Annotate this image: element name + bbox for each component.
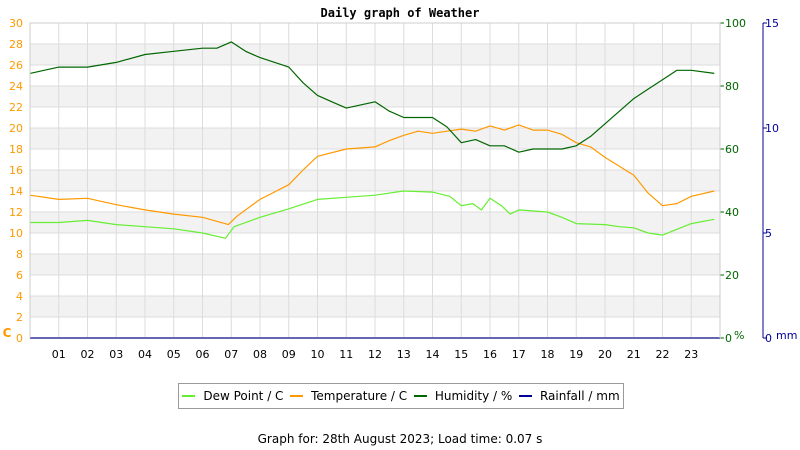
x-tick-label: 17: [512, 348, 526, 361]
x-tick-label: 08: [253, 348, 267, 361]
temperature-tick-label: 22: [9, 101, 23, 114]
legend-item: Dew Point / C: [182, 389, 283, 403]
temperature-tick-label: 4: [16, 290, 23, 303]
legend-label: Temperature / C: [311, 389, 408, 403]
temperature-tick-label: 14: [9, 185, 23, 198]
temperature-tick-label: 10: [9, 227, 23, 240]
humidity-series-line: [29, 41, 715, 153]
x-tick-label: 09: [282, 348, 296, 361]
x-tick-label: 03: [109, 348, 123, 361]
temperature-tick-label: 20: [9, 122, 23, 135]
legend-label: Rainfall / mm: [539, 389, 620, 403]
rainfall-tick-label: 15: [765, 17, 779, 30]
legend-swatch: [518, 395, 532, 397]
x-tick-label: 15: [454, 348, 468, 361]
x-tick-label: 05: [167, 348, 181, 361]
humidity-tick-label: 80: [725, 80, 739, 93]
legend-label: Dew Point / C: [203, 389, 284, 403]
x-tick-label: 20: [598, 348, 612, 361]
temperature-unit-label: C: [3, 326, 12, 340]
x-tick-label: 21: [627, 348, 641, 361]
humidity-unit-label: %: [734, 329, 744, 342]
temperature-tick-label: 18: [9, 143, 23, 156]
temperature-tick-label: 6: [16, 269, 23, 282]
legend-item: Humidity / %: [413, 389, 513, 403]
chart-legend: Dew Point / C Temperature / C Humidity / %…: [178, 383, 624, 409]
footer-status: Graph for: 28th August 2023; Load time: …: [257, 432, 543, 446]
x-tick-label: 18: [541, 348, 555, 361]
legend-item: Rainfall / mm: [518, 389, 620, 403]
x-tick-label: 01: [52, 348, 66, 361]
humidity-tick-label: 40: [725, 206, 739, 219]
x-tick-label: 11: [339, 348, 353, 361]
legend-swatch: [413, 395, 427, 397]
x-tick-label: 14: [426, 348, 440, 361]
temperature-tick-label: 2: [16, 311, 23, 324]
rainfall-tick-label: 10: [765, 122, 779, 135]
temperature-tick-label: 30: [9, 17, 23, 30]
temperature-series-line: [29, 124, 715, 226]
temperature-tick-label: 26: [9, 59, 23, 72]
legend-swatch: [290, 395, 304, 397]
temperature-tick-label: 12: [9, 206, 23, 219]
humidity-tick-label: 0: [725, 332, 732, 345]
x-tick-label: 16: [483, 348, 497, 361]
rainfall-tick-label: 5: [765, 227, 772, 240]
x-tick-label: 12: [368, 348, 382, 361]
temperature-tick-label: 8: [16, 248, 23, 261]
temperature-tick-label: 16: [9, 164, 23, 177]
legend-label: Humidity / %: [434, 389, 513, 403]
legend-item: Temperature / C: [290, 389, 407, 403]
humidity-tick-label: 20: [725, 269, 739, 282]
temperature-tick-label: 28: [9, 38, 23, 51]
humidity-tick-label: 100: [725, 17, 746, 30]
x-tick-label: 10: [311, 348, 325, 361]
x-tick-label: 07: [224, 348, 238, 361]
x-tick-label: 04: [138, 348, 152, 361]
rainfall-unit-label: mm: [776, 329, 797, 342]
x-tick-label: 02: [81, 348, 95, 361]
temperature-tick-label: 0: [16, 332, 23, 345]
temperature-tick-label: 24: [9, 80, 23, 93]
x-tick-label: 22: [656, 348, 670, 361]
rainfall-tick-label: 0: [765, 332, 772, 345]
x-tick-label: 23: [684, 348, 698, 361]
humidity-tick-label: 60: [725, 143, 739, 156]
x-tick-label: 19: [569, 348, 583, 361]
dew-point-series-line: [30, 190, 715, 239]
x-tick-label: 06: [196, 348, 210, 361]
plot-border: [29, 22, 721, 339]
legend-swatch: [182, 395, 196, 397]
chart-title: Daily graph of Weather: [321, 6, 480, 20]
x-tick-label: 13: [397, 348, 411, 361]
